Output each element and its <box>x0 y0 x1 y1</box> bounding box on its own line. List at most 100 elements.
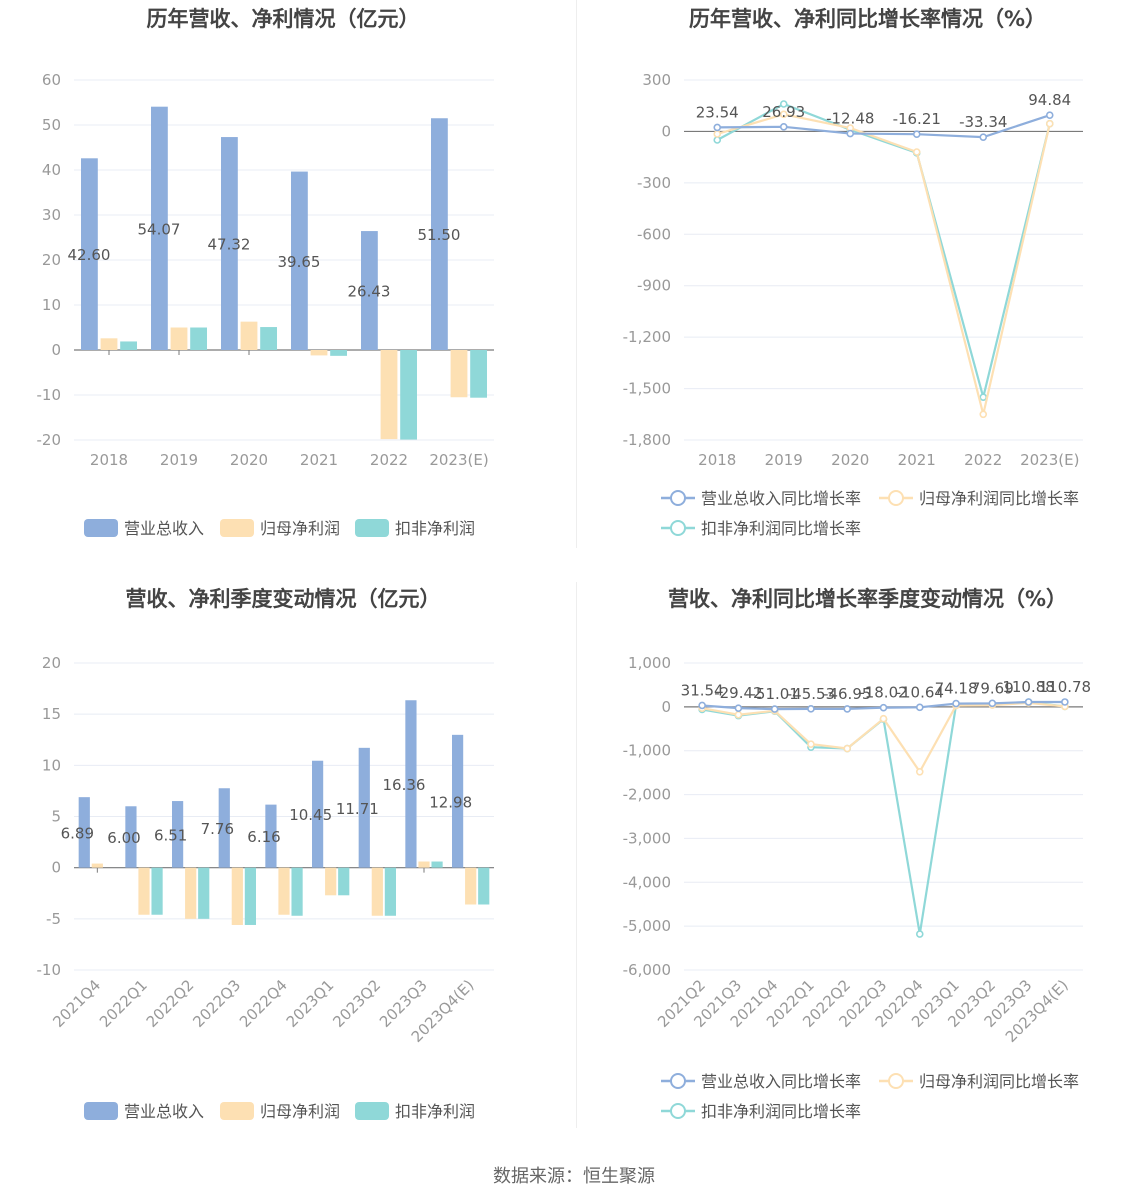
legend-item: 营业总收入同比增长率 <box>661 1072 861 1091</box>
x-tick-label: 2022Q2 <box>143 976 198 1031</box>
bar <box>221 137 238 350</box>
bar <box>78 797 90 868</box>
bar <box>218 788 230 868</box>
bar <box>120 341 137 350</box>
bar <box>431 861 443 868</box>
bar <box>450 350 468 398</box>
bar <box>81 158 98 350</box>
legend-item: 归母净利润 <box>220 519 340 538</box>
data-point <box>912 130 921 139</box>
series-line <box>701 701 1065 774</box>
legend-label: 营业总收入同比增长率 <box>701 489 861 508</box>
x-tick-label: 2018 <box>698 451 736 469</box>
x-tick-label: 2023Q1 <box>283 976 338 1031</box>
legend-label: 营业总收入 <box>124 519 204 538</box>
data-label: 10.45 <box>289 806 332 824</box>
legend-label: 扣非净利润 <box>395 519 475 538</box>
y-tick-label: -3,000 <box>623 829 671 847</box>
legend-label: 归母净利润 <box>260 1102 340 1121</box>
bar <box>190 327 207 350</box>
line-series <box>713 110 1054 419</box>
bar <box>330 350 347 356</box>
data-label: 26.93 <box>762 103 805 121</box>
y-tick-label: 50 <box>42 116 61 134</box>
y-tick-label: -5 <box>46 910 61 928</box>
y-tick-label: -900 <box>637 277 671 295</box>
y-tick-label: -20 <box>37 431 62 449</box>
data-label: 12.98 <box>429 793 472 811</box>
x-tick-label: 2021 <box>898 451 936 469</box>
bar-series <box>151 861 490 925</box>
x-tick-label: 2020 <box>831 451 869 469</box>
legend-swatch <box>84 519 118 537</box>
legend-item: 扣非净利润 <box>355 1102 475 1121</box>
bar-series <box>78 700 464 868</box>
data-point <box>988 699 997 708</box>
data-label: -12.48 <box>826 110 874 128</box>
data-point <box>807 705 815 713</box>
data-point <box>779 123 788 131</box>
y-tick-label: -1,000 <box>623 742 671 760</box>
x-tick-label: 2021Q4 <box>49 976 104 1031</box>
data-point <box>952 699 960 708</box>
data-point <box>979 410 988 419</box>
quarterly-revenue-profit-chart: 营收、净利季度变动情况（亿元） -10 -5 0 5 10 15 20 2021Q4 2022Q1… <box>0 580 576 1150</box>
y-tick-label: -1,800 <box>623 431 671 449</box>
data-label: -16.21 <box>893 110 941 128</box>
legend-swatch <box>355 519 389 537</box>
data-point <box>698 701 706 710</box>
x-tick-label: 2022Q3 <box>189 976 244 1031</box>
bar <box>371 867 383 916</box>
data-point <box>912 148 921 156</box>
bar <box>400 350 417 440</box>
bar-series <box>120 327 487 440</box>
y-tick-label: 0 <box>661 122 671 140</box>
y-tick-label: -6,000 <box>623 961 671 979</box>
data-label: 51.50 <box>418 226 461 244</box>
x-tick-label: 2019 <box>765 451 803 469</box>
y-tick-label: 10 <box>42 296 61 314</box>
data-label: -29.42 <box>714 684 762 702</box>
legend-item: 扣非净利润同比增长率 <box>661 519 861 538</box>
data-point <box>1045 119 1054 128</box>
x-tick-label: 2022 <box>964 451 1002 469</box>
bar <box>278 867 290 915</box>
y-tick-label: 60 <box>42 71 61 89</box>
legend-label: 扣非净利润同比增长率 <box>701 1102 861 1121</box>
legend-label: 扣非净利润同比增长率 <box>701 519 861 538</box>
bar <box>470 350 487 398</box>
legend-item: 归母净利润同比增长率 <box>879 489 1079 508</box>
data-label: 39.65 <box>278 253 321 271</box>
y-tick-label: -10 <box>37 386 62 404</box>
y-tick-label: -4,000 <box>623 873 671 891</box>
x-tick-label: 2023Q2 <box>329 976 384 1031</box>
chart-title: 历年营收、净利同比增长率情况（%） <box>689 7 1046 31</box>
y-tick-label: 20 <box>42 654 61 672</box>
legend-item: 归母净利润 <box>220 1102 340 1121</box>
bar <box>312 760 324 868</box>
y-tick-label: 5 <box>51 808 61 826</box>
x-tick-label: 2023(E) <box>429 451 488 469</box>
bar <box>405 700 417 868</box>
bar <box>465 867 477 905</box>
y-tick-label: 0 <box>661 698 671 716</box>
y-tick-label: 20 <box>42 251 61 269</box>
chart-svg: 历年营收、净利同比增长率情况（%） -1,800 -1,500 -1,200 -900 -… <box>623 7 1083 538</box>
divider-bottom <box>576 582 577 1128</box>
bar <box>151 106 168 350</box>
y-tick-label: -300 <box>637 174 671 192</box>
y-tick-label: 0 <box>51 341 61 359</box>
bar <box>452 734 464 868</box>
series-line <box>716 102 1051 398</box>
data-label: -45.53 <box>787 685 835 703</box>
data-label: 31.54 <box>681 681 724 699</box>
bar <box>231 867 243 925</box>
data-label: -33.34 <box>959 113 1007 131</box>
data-point <box>915 930 924 938</box>
bar <box>325 867 337 896</box>
data-label: 7.76 <box>201 820 234 838</box>
legend-label: 营业总收入同比增长率 <box>701 1072 861 1091</box>
bar-series <box>81 106 448 350</box>
bar <box>291 867 303 916</box>
data-point <box>879 703 888 712</box>
